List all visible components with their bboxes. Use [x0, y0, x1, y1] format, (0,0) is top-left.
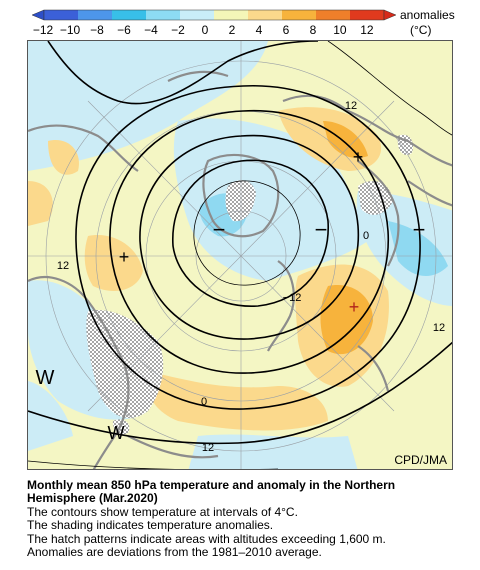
- colorbar-segment: [180, 10, 215, 20]
- colorbar-tick-label: −10: [60, 23, 81, 37]
- caption-line-anomalies: Anomalies are deviations from the 1981–2…: [27, 545, 322, 560]
- colorbar-tick-label: 0: [202, 23, 209, 37]
- contour-labels: 12 12 0 −12 12 0 12: [57, 100, 445, 454]
- warm-center-w-2: W: [108, 423, 125, 443]
- cold-center-minus-1: −: [213, 217, 226, 242]
- figure-caption: Monthly mean 850 hPa temperature and ano…: [27, 478, 467, 560]
- colorbar-arrow-left: [31, 9, 45, 21]
- colorbar-tick-label: 8: [310, 23, 317, 37]
- caption-line-hatch: The hatch patterns indicate areas with a…: [27, 531, 386, 546]
- colorbar-unit-label-2: (°C): [410, 23, 431, 37]
- colorbar-segment: [350, 10, 385, 20]
- colorbar-tick-label: 2: [229, 23, 236, 37]
- cold-center-minus-3: −: [413, 217, 426, 242]
- caption-title-line-1: Monthly mean 850 hPa temperature and ano…: [27, 478, 396, 492]
- contour-label-0-east: 0: [363, 230, 369, 242]
- contour-label-12-south: 12: [202, 442, 214, 454]
- graticule: [28, 41, 452, 469]
- warm-anomaly-shading: [28, 107, 389, 431]
- colorbar-arrow-right: [383, 9, 397, 21]
- warm-center-plus-1: +: [353, 147, 364, 167]
- temperature-contours: [28, 41, 452, 445]
- colorbar-segment: [78, 10, 113, 20]
- polar-map: 12 12 0 −12 12 0 12 + + + − − − W W CPD/…: [27, 40, 453, 470]
- contour-label-0-south: 0: [201, 396, 207, 408]
- colorbar-tick-label: −4: [144, 23, 158, 37]
- contour-label-minus12: −12: [283, 292, 302, 304]
- colorbar-segment: [248, 10, 283, 20]
- colorbar-segment: [44, 10, 79, 20]
- colorbar-segment: [282, 10, 317, 20]
- colorbar-segments: [43, 9, 385, 21]
- colorbar-tick-label: −2: [171, 23, 185, 37]
- contour-label-12-north: 12: [345, 100, 357, 112]
- caption-line-shading: The shading indicates temperature anomal…: [27, 518, 274, 533]
- cold-center-minus-2: −: [315, 217, 328, 242]
- colorbar-tick-label: −12: [33, 23, 54, 37]
- colorbar-tick-label: 6: [283, 23, 290, 37]
- warm-center-plus-3: +: [349, 297, 360, 317]
- colorbar-tick-labels: −12 −10 −8 −6 −4 −2 0 2 4 6 8 10 12: [33, 23, 374, 37]
- colorbar-tick-label: −6: [117, 23, 131, 37]
- colorbar-tick-label: 4: [256, 23, 263, 37]
- colorbar-segment: [214, 10, 249, 20]
- caption-title-line-2: Hemisphere (Mar.2020): [27, 491, 158, 506]
- temperature-contours-thin: [28, 41, 452, 469]
- colorbar-tick-label: 10: [333, 23, 347, 37]
- contour-label-12-west: 12: [57, 260, 69, 272]
- colorbar-segment: [146, 10, 181, 20]
- colorbar-unit-label-1: anomalies: [400, 8, 455, 22]
- colorbar-segment: [112, 10, 147, 20]
- contour-label-12-east: 12: [433, 322, 445, 334]
- colorbar-tick-label: −8: [90, 23, 104, 37]
- anomaly-symbols: + + + − − − W W: [36, 147, 426, 443]
- map-canvas: 12 12 0 −12 12 0 12 + + + − − − W W CPD/…: [28, 41, 452, 469]
- warm-center-w-1: W: [36, 367, 55, 389]
- caption-line-contours: The contours show temperature at interva…: [27, 504, 298, 519]
- warm-center-plus-2: +: [119, 247, 130, 267]
- colorbar-tick-label: 12: [360, 23, 374, 37]
- colorbar-segment: [316, 10, 351, 20]
- anomaly-colorbar: −12 −10 −8 −6 −4 −2 0 2 4 6 8 10 12 anomalies (°C): [31, 8, 455, 37]
- map-credit: CPD/JMA: [394, 453, 447, 467]
